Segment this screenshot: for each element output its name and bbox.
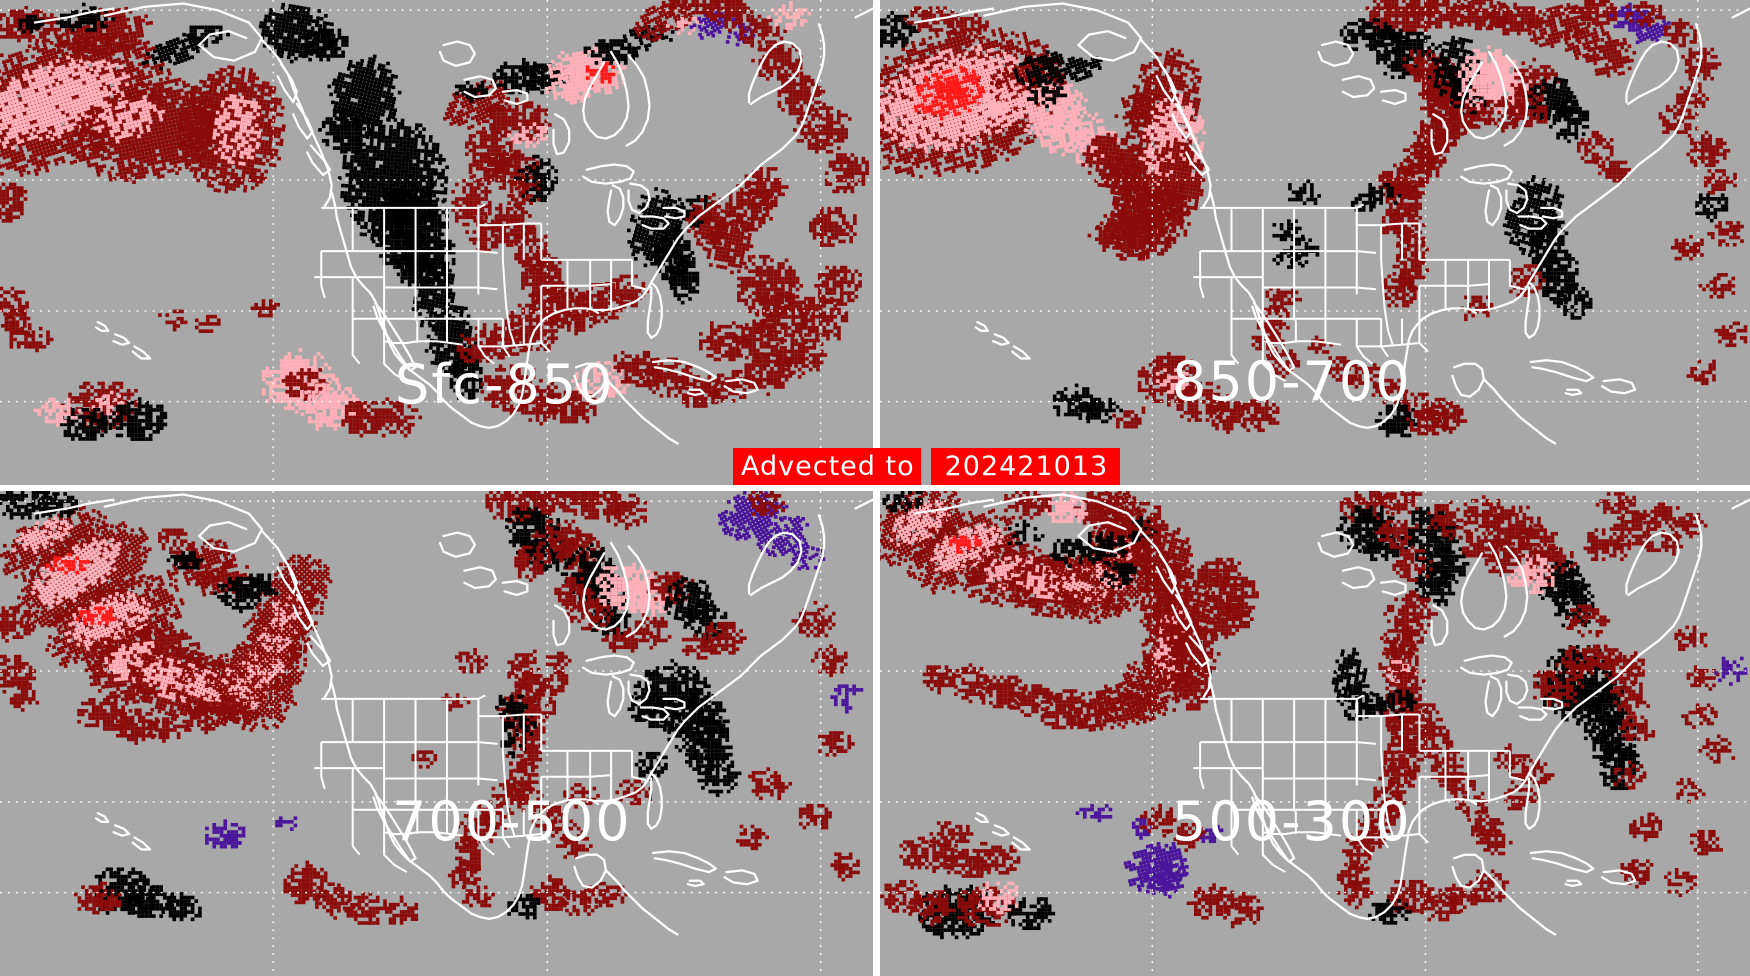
- panel-700-500[interactable]: [0, 491, 873, 976]
- map-canvas-850-700: [880, 0, 1750, 485]
- map-canvas-sfc-850: [0, 0, 873, 485]
- coastlines: [913, 493, 1750, 936]
- coastlines: [913, 2, 1750, 445]
- advected-to-date: 202421013: [931, 451, 1121, 482]
- gridlines: [0, 491, 873, 976]
- panel-sfc-850[interactable]: [0, 0, 873, 485]
- state-borders: [314, 203, 647, 382]
- advected-to-banner: Advected to 202421013: [733, 448, 1121, 485]
- map-canvas-700-500: [0, 491, 873, 976]
- gridlines: [880, 0, 1750, 485]
- state-borders: [314, 694, 647, 873]
- panel-850-700[interactable]: [880, 0, 1750, 485]
- panel-divider-horizontal: [0, 485, 1750, 491]
- advected-to-label: Advected to: [733, 451, 921, 482]
- data-layer: [0, 0, 869, 441]
- gridlines: [0, 0, 873, 485]
- map-canvas-500-300: [880, 491, 1750, 976]
- coastlines: [33, 2, 873, 445]
- gridlines: [880, 491, 1750, 976]
- coastlines: [33, 493, 873, 936]
- panel-500-300[interactable]: [880, 491, 1750, 976]
- state-borders: [1193, 203, 1525, 382]
- state-borders: [1193, 694, 1525, 873]
- data-layer: [0, 491, 864, 925]
- data-layer: [880, 491, 1748, 940]
- banner-gap: [920, 448, 931, 485]
